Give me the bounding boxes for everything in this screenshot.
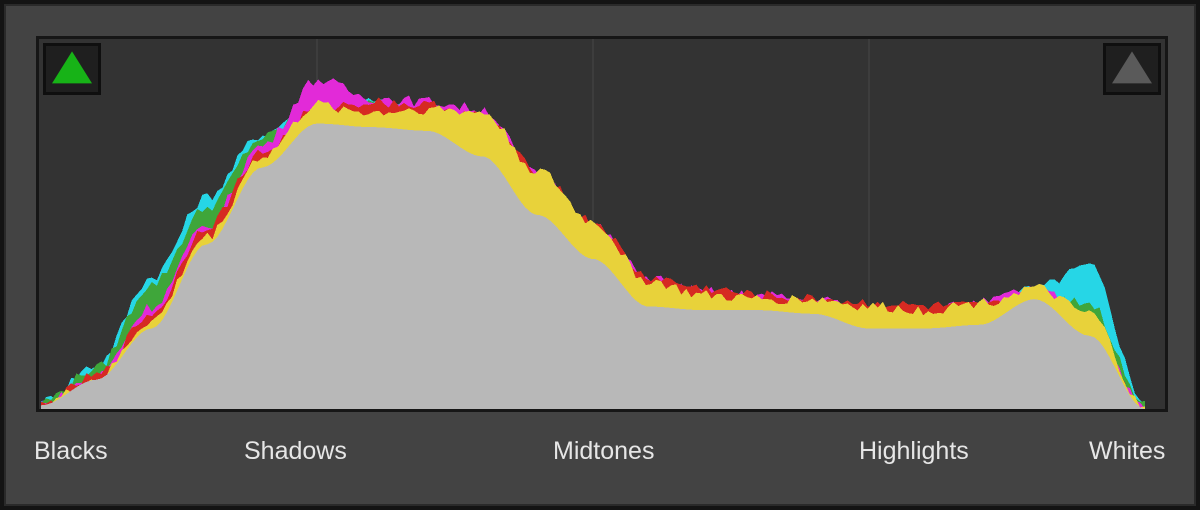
histogram-channel-luminance bbox=[41, 123, 1145, 409]
label-shadows: Shadows bbox=[244, 437, 347, 465]
histogram-panel: Blacks Shadows Midtones Highlights White… bbox=[4, 4, 1196, 506]
label-highlights: Highlights bbox=[859, 437, 969, 465]
triangle-up-icon bbox=[1112, 51, 1152, 84]
tone-region-labels: Blacks Shadows Midtones Highlights White… bbox=[6, 434, 1194, 474]
histogram-chart bbox=[39, 39, 1165, 409]
triangle-up-icon bbox=[52, 51, 92, 84]
label-blacks: Blacks bbox=[34, 437, 108, 465]
histogram-plot[interactable] bbox=[36, 36, 1168, 412]
highlight-clipping-toggle[interactable] bbox=[1103, 43, 1161, 95]
shadow-clipping-toggle[interactable] bbox=[43, 43, 101, 95]
label-whites: Whites bbox=[1089, 437, 1166, 465]
label-midtones: Midtones bbox=[553, 437, 655, 465]
